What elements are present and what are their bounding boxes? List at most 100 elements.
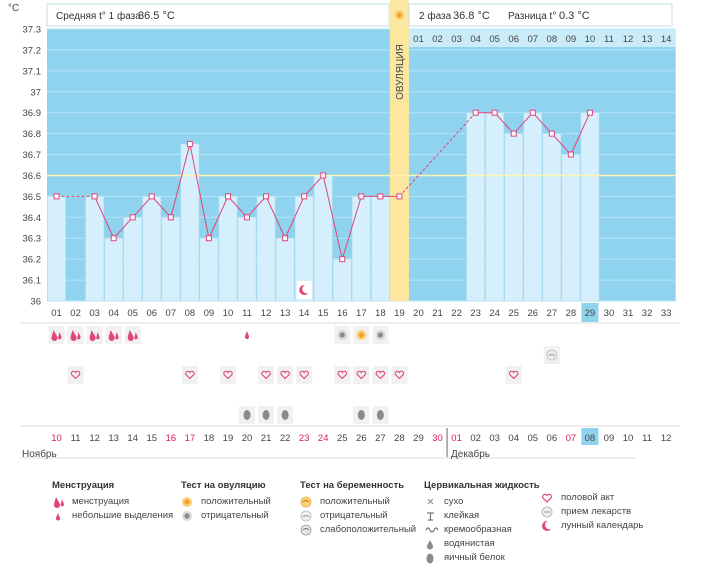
- legend-label: положительный: [201, 496, 271, 507]
- cycle-day-label: 28: [566, 308, 577, 319]
- temp-bar: [561, 154, 581, 302]
- marker-cell: [353, 366, 370, 384]
- ovulation-test-negative-core: [377, 332, 383, 338]
- cycle-day-label: 25: [508, 308, 519, 319]
- ovulation-positive-icon: [181, 496, 195, 508]
- y-tick-label: 36.1: [23, 276, 42, 287]
- legend-item: яичный белок: [424, 551, 540, 565]
- menstruation-icon-small: [77, 332, 81, 340]
- temp-line-segment: [494, 112, 515, 134]
- menstruation-icon: [89, 330, 96, 341]
- legend-label: половой акт: [561, 492, 615, 503]
- temp-point: [148, 193, 155, 200]
- menstruation-icon-small: [96, 332, 100, 340]
- ovulation-column: [389, 0, 409, 301]
- post-ovulation-day-label: 03: [451, 34, 462, 45]
- y-tick-label: 36.8: [23, 129, 42, 140]
- legend-pregnancy-title: Тест на беременность: [300, 480, 405, 491]
- temp-point: [548, 130, 555, 137]
- calendar-date-label: 22: [280, 433, 291, 444]
- temp-line-segment: [94, 196, 115, 239]
- legend-menstruation: Менструация менструация небольшие выделе…: [52, 480, 173, 523]
- legend-cervical-title: Цервикальная жидкость: [424, 480, 540, 491]
- egg-white-icon: [357, 410, 365, 420]
- diff-label: Разница t°: [508, 11, 556, 22]
- calendar-date-label: 01: [451, 433, 462, 444]
- temp-point: [586, 109, 593, 116]
- legend-item: отрицательный: [300, 509, 416, 523]
- egg-white-icon: [262, 410, 270, 420]
- cycle-day-label: 21: [432, 308, 443, 319]
- temp-line-gap: [399, 112, 476, 197]
- marker-cell: [67, 366, 84, 384]
- cycle-day-label: 03: [89, 308, 100, 319]
- post-ovulation-day-label: 05: [489, 34, 500, 45]
- post-ovulation-header-band: [408, 29, 676, 47]
- marker-cell: [296, 366, 313, 384]
- temp-bar: [466, 112, 485, 302]
- temp-line-segment: [208, 196, 229, 239]
- post-ovulation-day-label: 13: [642, 34, 653, 45]
- temp-point: [244, 214, 251, 221]
- today-box: [581, 428, 599, 445]
- intercourse-heart-icon: [261, 370, 271, 380]
- legend-ovulation-test: Тест на овуляцию положительный отрицател…: [181, 480, 271, 523]
- legend-label: клейкая: [444, 510, 480, 521]
- legend-label: водянистая: [444, 538, 495, 549]
- calendar-date-label: 03: [489, 433, 500, 444]
- legend-item: сухо: [424, 495, 540, 509]
- intercourse-heart-icon: [508, 370, 519, 380]
- calendar-date-label: 25: [337, 433, 348, 444]
- phase1-label: Средняя t° 1 фаза: [56, 10, 141, 22]
- legend-label: менструация: [72, 496, 130, 507]
- temp-bar: [275, 237, 295, 302]
- cycle-day-label: 27: [547, 308, 558, 319]
- calendar-date-label: 21: [261, 433, 272, 444]
- calendar-date-label: 28: [394, 433, 405, 444]
- intercourse-heart-icon: [185, 370, 195, 380]
- creamy-icon: [424, 524, 438, 536]
- moon-icon-cutout: [302, 284, 311, 294]
- legend-item: прием лекарств: [541, 505, 643, 519]
- temp-bar: [371, 196, 390, 302]
- post-ovulation-day-label: 04: [470, 34, 481, 45]
- marker-cell: [86, 326, 103, 344]
- marker-cell: [258, 366, 275, 384]
- legend-label: небольшие выделения: [72, 510, 174, 521]
- spotting-icon: [245, 331, 250, 339]
- sticky-icon: [424, 510, 438, 522]
- cycle-day-label: 06: [146, 308, 157, 319]
- temp-line-segment: [265, 196, 286, 239]
- calendar-date-label: 12: [661, 433, 672, 444]
- calendar-date-label: 09: [604, 433, 615, 444]
- spotting-icon: [52, 510, 66, 522]
- legend-label: прием лекарств: [561, 506, 632, 517]
- post-ovulation-day-label: 10: [585, 34, 596, 45]
- cycle-day-label: 05: [127, 308, 138, 319]
- calendar-date-label: 06: [547, 433, 558, 444]
- legend-other: половой акт прием лекарств лунный календ…: [541, 491, 643, 533]
- cycle-day-label: 01: [51, 308, 62, 319]
- calendar-date-label: 24: [318, 433, 329, 444]
- legend-ovulation-title: Тест на овуляцию: [181, 480, 266, 491]
- cycle-day-label: 23: [470, 308, 481, 319]
- temp-line-segment: [132, 196, 153, 218]
- y-tick-label: 36.7: [23, 150, 42, 161]
- cycle-day-label: 14: [299, 308, 310, 319]
- heart-icon: [541, 492, 555, 504]
- post-ovulation-day-label: 11: [604, 34, 614, 45]
- temp-bar: [47, 196, 66, 302]
- calendar-date-label: 12: [89, 433, 100, 444]
- calendar-date-label: 11: [642, 433, 652, 444]
- post-ovulation-day-label: 06: [508, 34, 519, 45]
- marker-cell: [391, 366, 408, 384]
- pregnancy-negative-icon: [300, 510, 314, 522]
- cycle-day-label: 31: [623, 308, 634, 319]
- calendar-date-label: 07: [566, 433, 577, 444]
- cycle-day-label: 02: [70, 308, 81, 319]
- calendar-date-label: 17: [185, 433, 196, 444]
- legend-cervical: Цервикальная жидкость сухо клейкая кремо…: [424, 480, 540, 565]
- temp-line-segment: [113, 216, 134, 239]
- cycle-day-label: 13: [280, 308, 291, 319]
- pregnancy-test-negative-mark: [548, 354, 556, 357]
